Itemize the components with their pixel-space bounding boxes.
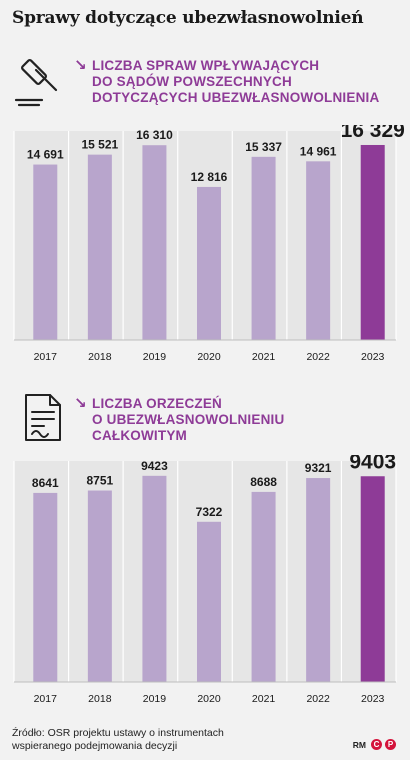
tick-label: 2017 <box>34 351 58 363</box>
bar <box>197 521 221 682</box>
section-header-cases: ↘ LICZBA SPRAW WPŁYWAJĄCYCH DO SĄDÓW POW… <box>0 50 410 110</box>
data-label: 16 310 <box>136 128 173 142</box>
source-line: Źródło: OSR projektu ustawy o instrument… <box>12 727 224 739</box>
data-label: 8751 <box>87 474 114 488</box>
bar <box>87 490 112 682</box>
brand-logo: RM C P <box>353 739 396 750</box>
source-line: wspieranego podejmowania decyzji <box>12 740 178 752</box>
source-note: Źródło: OSR projektu ustawy o instrument… <box>12 727 224 753</box>
subtitle-line: LICZBA ORZECZEŃ <box>92 396 222 411</box>
brand-circle-c-icon: C <box>371 739 382 750</box>
data-label: 7322 <box>196 505 223 519</box>
subtitle-line: CAŁKOWITYM <box>92 428 187 443</box>
section-subtitle: LICZBA SPRAW WPŁYWAJĄCYCH DO SĄDÓW POWSZ… <box>92 58 379 106</box>
section-header-rulings: ↘ LICZBA ORZECZEŃ O UBEZWŁASNOWOLNIENIU … <box>0 388 410 448</box>
tick-label: 2020 <box>197 351 221 363</box>
tick-label: 2019 <box>143 693 167 705</box>
document-icon <box>25 394 61 441</box>
tick-label: 2019 <box>143 351 167 363</box>
gavel-icon <box>14 59 58 107</box>
data-label: 12 816 <box>191 170 228 184</box>
data-label: 14 961 <box>300 144 337 158</box>
brand-circle-p-icon: P <box>385 739 396 750</box>
data-label: 15 521 <box>82 138 119 152</box>
tick-label: 2023 <box>361 693 385 705</box>
data-label: 9423 <box>141 459 168 473</box>
bar <box>142 145 167 340</box>
bar <box>251 156 276 340</box>
tick-label: 2023 <box>361 351 385 363</box>
bar-chart-cases: 14 691 2017 15 521 2018 16 310 2019 12 816 2020… <box>13 125 405 363</box>
bar-chart-rulings: 8641 2017 8751 2018 9423 2019 7322 2020 8688 2021… <box>13 455 397 705</box>
data-label: 8688 <box>250 475 277 489</box>
tick-label: 2022 <box>306 351 330 363</box>
brand-text: RM <box>352 739 366 750</box>
bar <box>251 491 276 682</box>
bar <box>360 476 385 682</box>
tick-label: 2021 <box>252 693 276 705</box>
tick-label: 2018 <box>88 351 112 363</box>
data-label: 9403 <box>349 455 396 473</box>
bar <box>360 144 385 340</box>
bar <box>306 478 331 682</box>
tick-label: 2018 <box>88 693 112 705</box>
bar <box>197 186 221 340</box>
tick-label: 2021 <box>252 351 276 363</box>
bar <box>142 475 167 682</box>
subtitle-line: DOTYCZĄCYCH UBEZWŁASNOWOLNIENIA <box>92 90 380 105</box>
data-label: 16 329 <box>341 125 405 142</box>
data-label: 15 337 <box>245 140 282 154</box>
data-label: 14 691 <box>27 148 64 162</box>
bar <box>87 154 112 340</box>
section-subtitle: LICZBA ORZECZEŃ O UBEZWŁASNOWOLNIENIU CA… <box>92 396 284 444</box>
bar <box>33 492 58 682</box>
tick-label: 2020 <box>197 693 221 705</box>
bar <box>306 161 331 340</box>
arrow-icon: ↘ <box>74 395 87 412</box>
subtitle-line: LICZBA SPRAW WPŁYWAJĄCYCH <box>92 58 320 73</box>
page-title: Sprawy dotyczące ubezwłasnowolnień <box>12 8 364 28</box>
bar <box>33 164 58 340</box>
tick-label: 2022 <box>306 693 330 705</box>
subtitle-line: O UBEZWŁASNOWOLNIENIU <box>92 412 285 427</box>
subtitle-line: DO SĄDÓW POWSZECHNYCH <box>92 74 292 89</box>
data-label: 9321 <box>305 461 332 475</box>
arrow-icon: ↘ <box>74 57 87 74</box>
tick-label: 2017 <box>34 693 58 705</box>
data-label: 8641 <box>32 476 59 490</box>
